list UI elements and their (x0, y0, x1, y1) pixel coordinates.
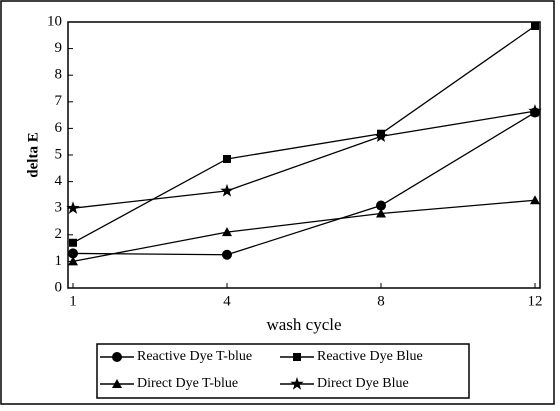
marker (222, 249, 232, 260)
legend-label: Reactive Dye Blue (317, 349, 423, 364)
series-line (72, 25, 536, 244)
series-line (72, 111, 536, 256)
y-tick-label: 3 (55, 200, 63, 216)
legend-marker (293, 353, 301, 361)
legend-label: Reactive Dye T-blue (137, 349, 252, 364)
legend-marker (290, 377, 304, 390)
y-tick-label: 4 (55, 173, 63, 189)
legend-box (96, 343, 470, 399)
y-tick-label: 6 (55, 120, 63, 136)
legend-label: Direct Dye T-blue (137, 376, 238, 391)
marker (66, 201, 80, 214)
marker (220, 183, 234, 197)
figure-border (0, 0, 555, 405)
x-tick-label: 12 (528, 293, 543, 309)
series-line (72, 199, 536, 263)
y-tick-label: 8 (55, 67, 63, 83)
y-tick-label: 1 (55, 253, 63, 269)
y-tick-label: 2 (55, 226, 63, 242)
x-axis-label: wash cycle (266, 315, 341, 334)
plot-frame (67, 21, 541, 289)
x-tick-label: 1 (69, 293, 77, 309)
marker (374, 129, 388, 142)
legend-marker (112, 379, 122, 388)
marker (530, 195, 540, 205)
legend-label: Direct Dye Blue (317, 376, 409, 391)
marker (531, 21, 539, 30)
y-tick-label: 0 (55, 279, 63, 295)
y-tick-label: 9 (55, 40, 63, 56)
y-tick-label: 5 (55, 146, 63, 162)
marker (376, 208, 386, 218)
y-tick-label: 7 (55, 93, 63, 109)
series-line (72, 110, 536, 209)
y-axis-label: delta E (25, 132, 41, 177)
legend-marker (112, 352, 122, 362)
marker (68, 248, 78, 259)
x-tick-label: 8 (377, 293, 385, 309)
marker (68, 256, 78, 266)
x-tick-label: 4 (223, 293, 231, 309)
marker (528, 104, 542, 117)
marker (223, 154, 231, 163)
y-tick-label: 10 (47, 13, 62, 29)
marker (69, 238, 77, 247)
marker (376, 200, 386, 211)
marker (222, 227, 232, 237)
